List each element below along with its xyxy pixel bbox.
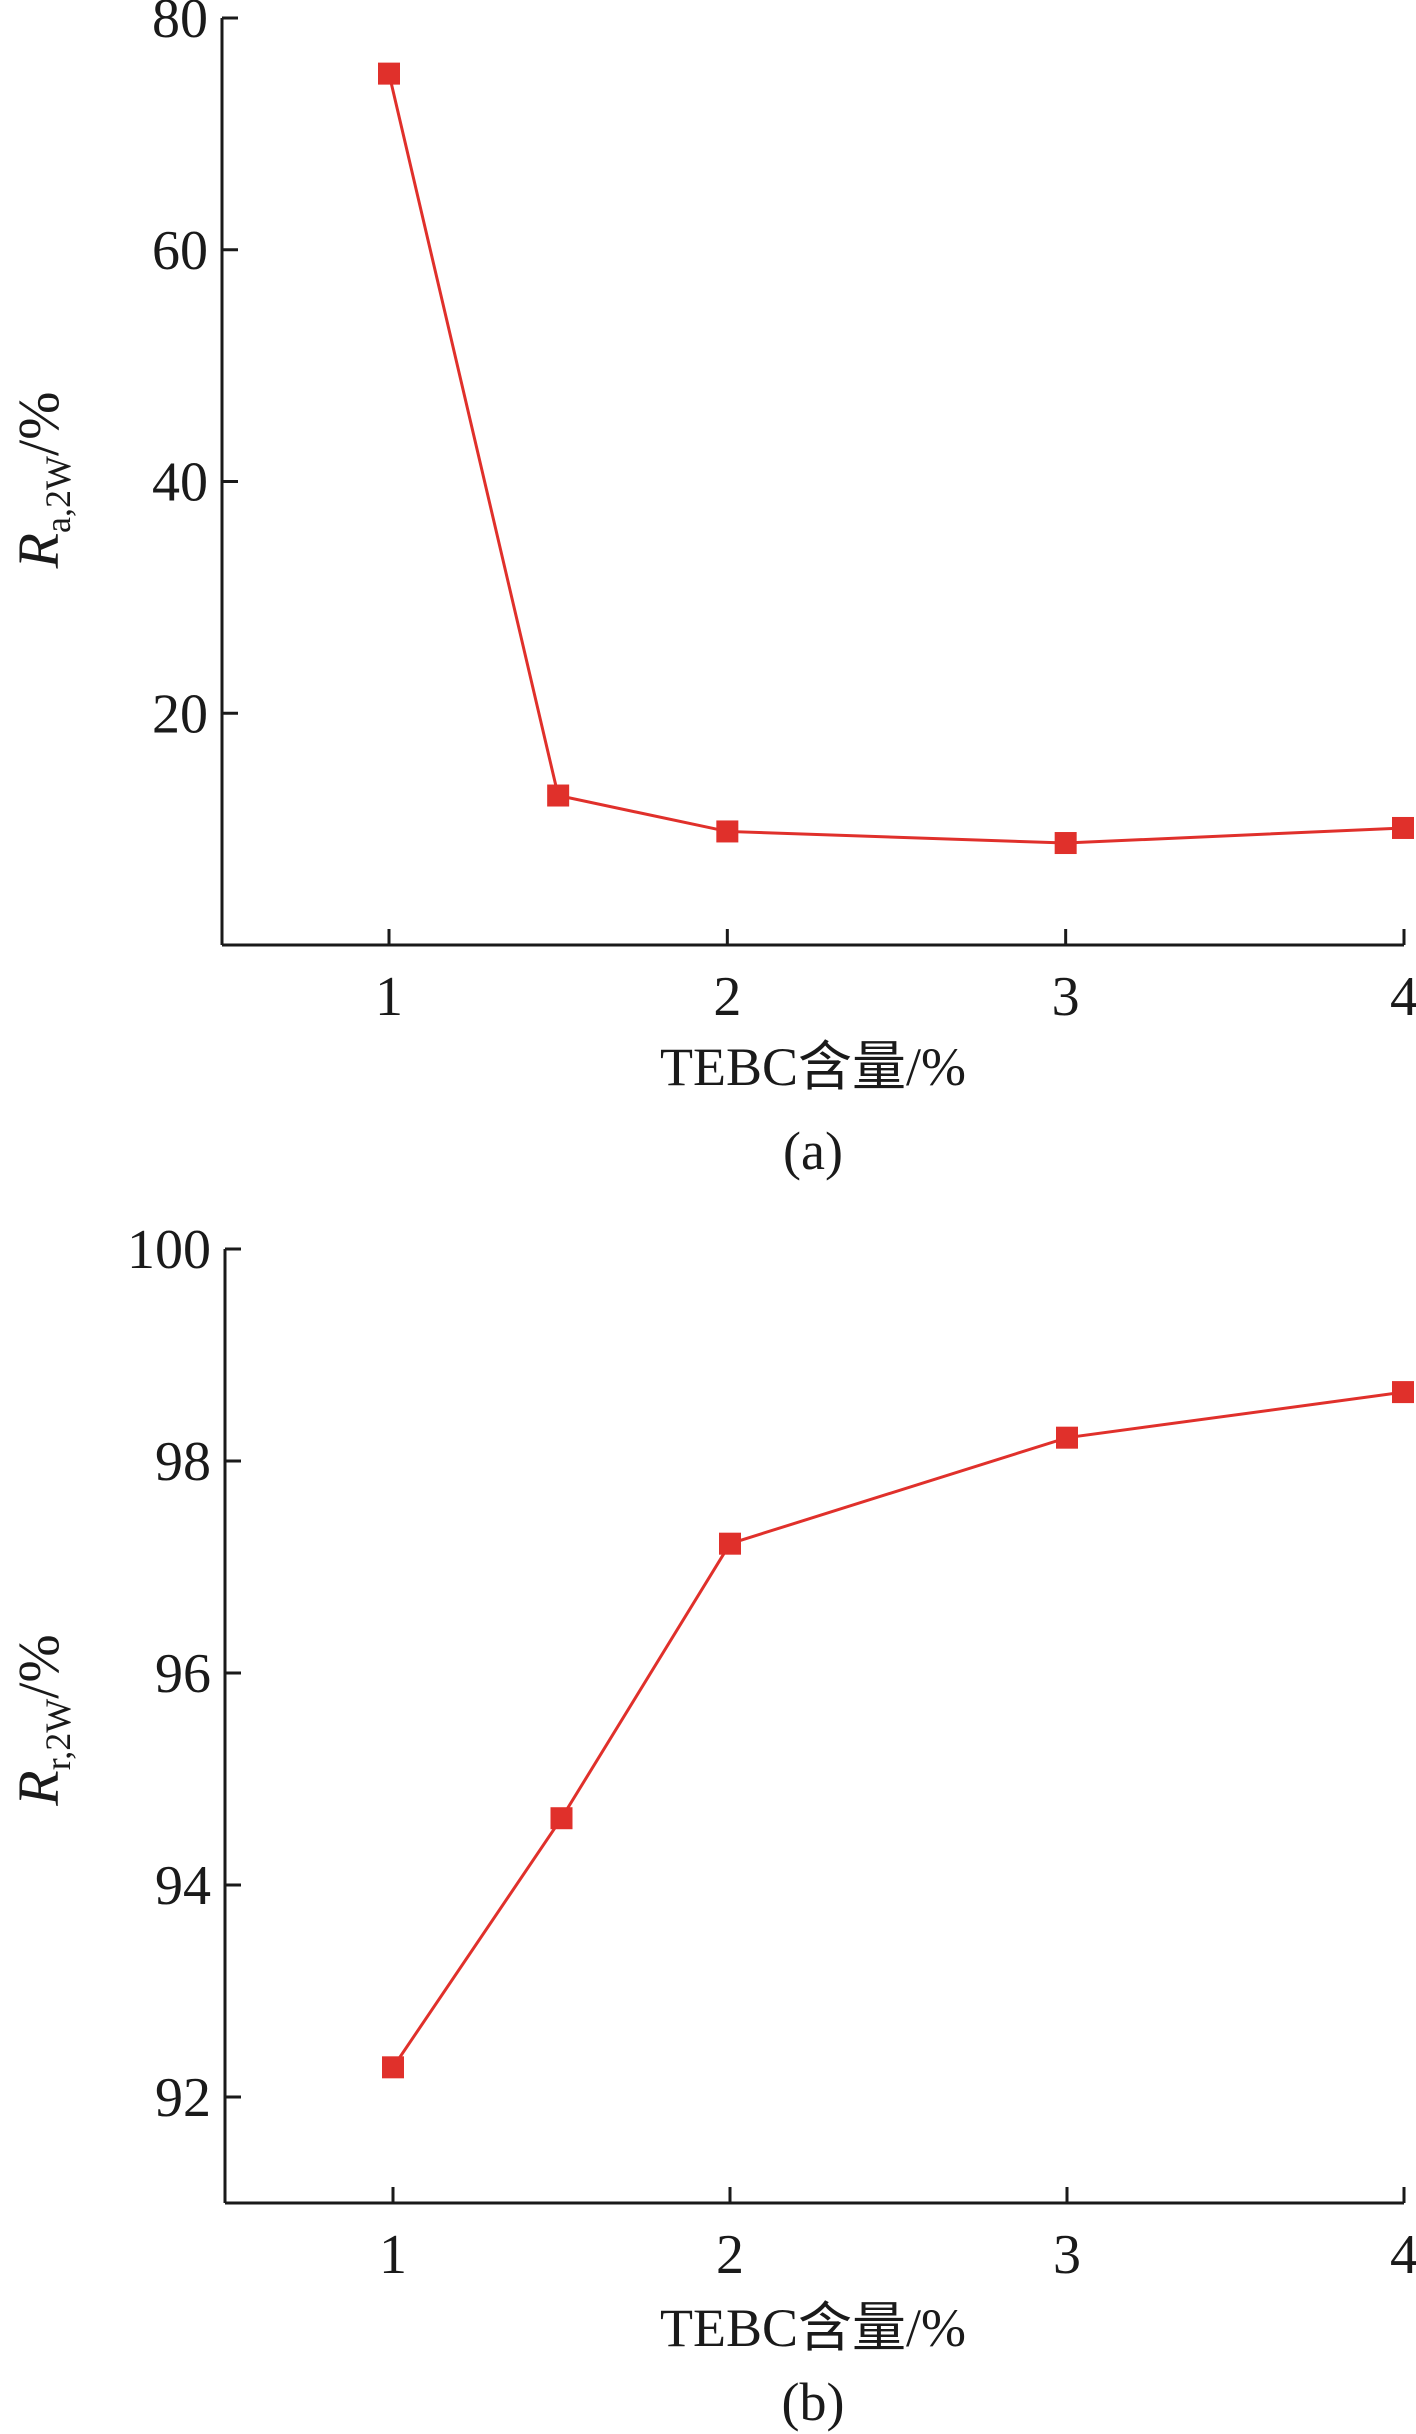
data-point-b-2: [719, 1532, 741, 1555]
y-tick-label-a-3: 80: [152, 0, 208, 50]
chart-panel-b: 92 94 96 98 100 1 2 3 4 TEBC含量/% Rr,2W/% (b): [6, 1219, 1416, 2432]
y-axis-title-a: Ra,2W/%: [6, 392, 78, 570]
y-axis-title-b-main: R: [6, 1770, 71, 1806]
x-tick-label-b-0: 1: [379, 2224, 407, 2286]
y-tick-label-a-1: 40: [152, 452, 208, 514]
panel-label-b: (b): [782, 2372, 845, 2432]
panel-label-a: (a): [783, 1121, 843, 1181]
ticks-b: 92 94 96 98 100 1 2 3 4: [127, 1219, 1416, 2286]
data-point-a-4: [1392, 816, 1414, 839]
y-tick-label-b-3: 98: [155, 1431, 211, 1493]
data-point-a-3: [1054, 832, 1077, 855]
x-tick-label-b-1: 2: [716, 2224, 744, 2286]
x-tick-label-b-3: 4: [1390, 2224, 1416, 2286]
series-line-b-0: [391, 1390, 1405, 2069]
x-axis-title-a: TEBC含量/%: [660, 1037, 966, 1097]
y-tick-label-b-2: 96: [155, 1643, 211, 1705]
data-point-a-0: [378, 62, 400, 85]
data-point-b-0: [382, 2056, 404, 2079]
x-tick-label-a-2: 3: [1052, 966, 1080, 1028]
y-tick-label-b-4: 100: [127, 1219, 211, 1281]
y-axis-title-a-main: R: [6, 533, 71, 569]
y-tick-label-a-2: 60: [152, 220, 208, 282]
series-a: [378, 62, 1414, 855]
data-point-b-4: [1392, 1381, 1414, 1404]
series-line-a-0: [387, 73, 1405, 845]
data-point-a-2: [716, 820, 739, 843]
x-tick-label-a-1: 2: [713, 966, 741, 1028]
y-axis-title-b-sub: r,2W: [38, 1699, 78, 1771]
y-axis-title-b: Rr,2W/%: [6, 1634, 78, 1806]
y-axis-title-b-unit: /%: [6, 1634, 71, 1698]
x-axis-title-b: TEBC含量/%: [660, 2298, 966, 2358]
data-point-b-3: [1056, 1426, 1078, 1449]
y-axis-title-a-sub: a,2W: [38, 456, 78, 533]
y-tick-label-b-1: 94: [155, 1855, 211, 1917]
series-b: [382, 1381, 1414, 2079]
x-tick-label-a-0: 1: [375, 966, 403, 1028]
y-tick-label-a-0: 20: [152, 683, 208, 745]
data-point-a-1: [547, 784, 570, 807]
ticks-a: 20 40 60 80 1 2 3 4: [152, 0, 1416, 1028]
chart-panel-a: 20 40 60 80 1 2 3 4 TEBC含量/% Ra,2W/% (a): [6, 0, 1416, 1181]
data-point-b-1: [550, 1807, 573, 1830]
y-tick-label-b-0: 92: [155, 2067, 211, 2129]
x-tick-label-b-2: 3: [1053, 2224, 1081, 2286]
y-axis-title-a-unit: /%: [6, 392, 71, 456]
x-tick-label-a-3: 4: [1390, 966, 1416, 1028]
